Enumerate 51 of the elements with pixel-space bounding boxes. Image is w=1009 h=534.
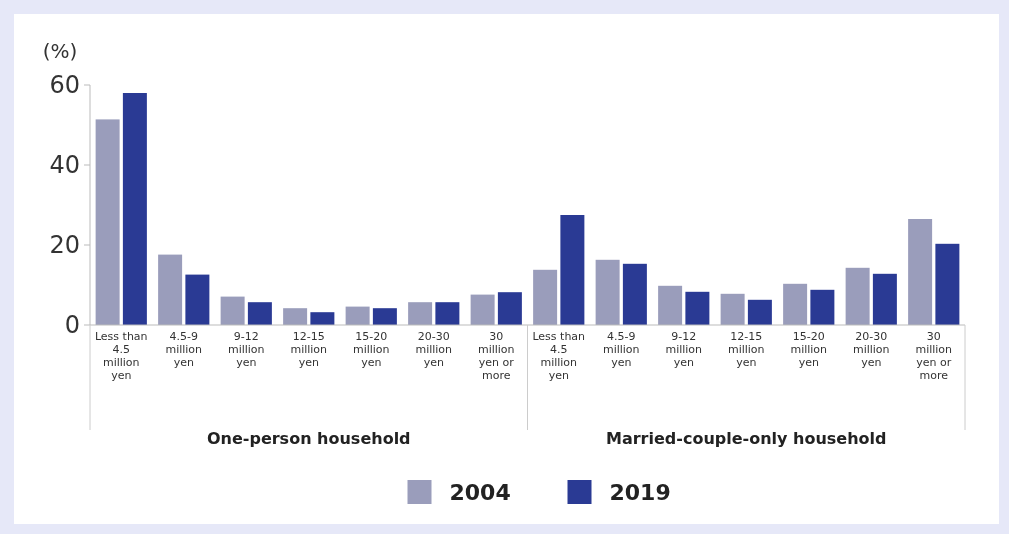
x-tick-label: 20-30 million yen [852, 330, 890, 369]
y-axis-title: (%) [42, 39, 78, 63]
x-tick-label: Less than 4.5 million yen [94, 330, 148, 382]
bar [908, 219, 933, 325]
bar [533, 269, 558, 325]
x-tick-label: 15-20 million yen [790, 330, 828, 369]
bar [622, 263, 647, 325]
bar [810, 289, 835, 325]
y-tick-label: 40 [49, 151, 80, 180]
x-tick-label: 30 million yen or more [477, 330, 515, 382]
bar [595, 259, 620, 325]
text: Married-couple-only household [605, 429, 887, 448]
x-tick-label: Less than 4.5 million yen [532, 330, 586, 382]
legend-label: 2004 [449, 479, 511, 505]
x-tick-label: 4.5-9 million yen [165, 330, 203, 369]
bar [345, 306, 370, 325]
bar [470, 294, 495, 325]
x-tick-label: 9-12 million yen [665, 330, 703, 369]
y-tick-label: 0 [64, 311, 80, 340]
text: One-person household [206, 429, 411, 448]
bar [372, 308, 397, 325]
x-tick-label: 20-30 million yen [415, 330, 453, 369]
legend-label: 2019 [609, 479, 671, 505]
bar [185, 274, 210, 325]
x-tick-label: 12-15 million yen [727, 330, 765, 369]
bar [560, 215, 585, 325]
y-tick-label: 20 [49, 231, 80, 260]
bar [872, 273, 897, 325]
x-tick-label: 30 million yen or more [915, 330, 953, 382]
bar [747, 299, 772, 325]
bar [685, 291, 710, 325]
bar [845, 267, 870, 325]
x-tick-label: 9-12 million yen [227, 330, 265, 369]
bar [122, 93, 147, 325]
y-tick-label: 60 [49, 71, 80, 100]
bar [497, 292, 522, 325]
bar [283, 308, 308, 325]
bar [247, 302, 272, 325]
x-tick-label: 4.5-9 million yen [602, 330, 640, 369]
bar [435, 302, 460, 325]
bar [935, 243, 960, 325]
x-tick-label: 15-20 million yen [352, 330, 390, 369]
x-tick-label: 12-15 million yen [290, 330, 328, 369]
bar [158, 254, 183, 325]
bar [720, 293, 745, 325]
bar [658, 285, 683, 325]
bar [95, 119, 120, 325]
bar [783, 283, 808, 325]
bar [310, 312, 335, 325]
bar [408, 302, 433, 325]
bar [220, 296, 245, 325]
